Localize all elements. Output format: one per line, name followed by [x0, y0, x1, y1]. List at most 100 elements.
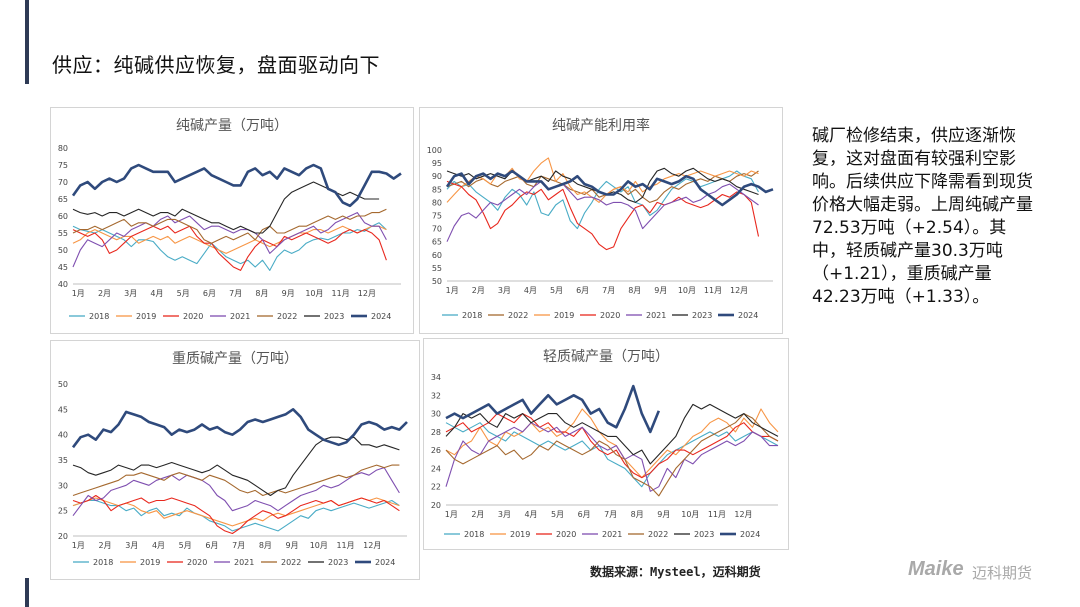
legend-label-2020: 2020 — [183, 312, 203, 321]
legend-label-2022: 2022 — [648, 530, 668, 539]
series-line-2024 — [71, 408, 408, 449]
x-tick-label: 9月 — [282, 289, 295, 298]
legend-label-2021: 2021 — [602, 530, 622, 539]
x-tick-label: 5月 — [179, 541, 192, 550]
y-tick-label: 65 — [58, 195, 68, 204]
x-tick-label: 11月 — [336, 541, 354, 550]
chart-panel-dense-soda-output: 重质碱产量（万吨） 20 25 30 35 40 45 50 1月 2月 3月 4月 5月 6月 7月 8月 9… — [50, 340, 420, 580]
x-tick-label: 9月 — [286, 541, 299, 550]
x-tick-label: 6月 — [576, 286, 589, 295]
legend-label-2019: 2019 — [140, 558, 160, 567]
y-tick-label: 45 — [58, 263, 68, 272]
x-tick-label: 11月 — [708, 510, 726, 519]
x-tick-label: 1月 — [72, 541, 85, 550]
x-tick-label: 12月 — [730, 286, 748, 295]
accent-bar-bottom — [25, 578, 29, 607]
legend-label-2023: 2023 — [328, 558, 348, 567]
series-line-2024 — [71, 163, 402, 208]
y-tick-label: 50 — [58, 246, 68, 255]
series-line-2022 — [72, 208, 387, 244]
legend-label-2018: 2018 — [464, 530, 484, 539]
x-tick-label: 10月 — [678, 286, 696, 295]
y-tick-label: 30 — [58, 481, 68, 490]
logo-cn-text: 迈科期货 — [972, 564, 1033, 582]
legend-label-2023: 2023 — [324, 312, 344, 321]
series-line-2022 — [446, 170, 759, 203]
y-tick-label: 30 — [431, 410, 441, 419]
y-tick-label: 32 — [431, 391, 441, 400]
x-tick-label: 5月 — [551, 510, 564, 519]
x-tick-label: 1月 — [445, 510, 458, 519]
chart-title: 重质碱产量（万吨） — [172, 351, 298, 367]
x-tick-label: 2月 — [472, 286, 485, 295]
y-tick-label: 55 — [58, 229, 68, 238]
data-source-note: 数据来源：Mysteel，迈科期货 — [590, 565, 761, 579]
y-tick-label: 90 — [432, 172, 442, 181]
legend-label-2022: 2022 — [277, 312, 297, 321]
legend-label-2024: 2024 — [738, 311, 758, 320]
legend-label-2023: 2023 — [694, 530, 714, 539]
legend-label-2021: 2021 — [234, 558, 254, 567]
series-line-2020 — [72, 494, 400, 535]
x-tick-label: 11月 — [332, 289, 350, 298]
y-tick-label: 75 — [58, 161, 68, 170]
x-tick-label: 6月 — [578, 510, 591, 519]
series-line-2019 — [72, 225, 387, 254]
chart-panel-soda-ash-output: 纯碱产量（万吨） 40 45 50 55 60 65 70 75 80 1月 2月 3月 4月 5月 6月 7月… — [50, 107, 414, 334]
y-tick-label: 50 — [432, 277, 442, 286]
series-line-2020 — [72, 225, 387, 271]
series-line-2024 — [445, 384, 661, 434]
y-tick-label: 20 — [431, 501, 441, 510]
y-tick-label: 45 — [58, 405, 68, 414]
x-tick-label: 3月 — [498, 286, 511, 295]
legend-label-2019: 2019 — [554, 311, 574, 320]
legend-label-2018: 2018 — [93, 558, 113, 567]
chart-title: 纯碱产量（万吨） — [176, 118, 288, 134]
x-tick-label: 5月 — [177, 289, 190, 298]
x-tick-label: 2月 — [471, 510, 484, 519]
y-tick-label: 28 — [431, 428, 441, 437]
y-tick-label: 60 — [432, 251, 442, 260]
series-line-2019 — [445, 408, 779, 479]
x-tick-label: 8月 — [631, 510, 644, 519]
legend-label-2020: 2020 — [187, 558, 207, 567]
legend-label-2023: 2023 — [692, 311, 712, 320]
x-tick-label: 9月 — [657, 510, 670, 519]
x-tick-label: 9月 — [654, 286, 667, 295]
x-tick-label: 12月 — [363, 541, 381, 550]
y-tick-label: 75 — [432, 212, 442, 221]
x-tick-label: 2月 — [98, 289, 111, 298]
x-tick-label: 7月 — [604, 510, 617, 519]
y-tick-label: 40 — [58, 431, 68, 440]
x-tick-label: 3月 — [498, 510, 511, 519]
series-line-2022 — [72, 464, 400, 497]
x-tick-label: 7月 — [232, 541, 245, 550]
page-title: 供应：纯碱供应恢复，盘面驱动向下 — [52, 53, 380, 77]
y-tick-label: 70 — [58, 178, 68, 187]
legend-label-2019: 2019 — [136, 312, 156, 321]
x-tick-label: 4月 — [152, 541, 165, 550]
legend-label-2018: 2018 — [462, 311, 482, 320]
x-tick-label: 10月 — [310, 541, 328, 550]
y-tick-label: 35 — [58, 456, 68, 465]
x-tick-label: 3月 — [124, 289, 137, 298]
series-line-2018 — [72, 499, 400, 532]
y-tick-label: 40 — [58, 280, 68, 289]
accent-bar-top — [25, 0, 29, 84]
chart-title: 纯碱产能利用率 — [552, 117, 650, 134]
x-tick-label: 1月 — [446, 286, 459, 295]
y-tick-label: 26 — [431, 446, 441, 455]
series-line-2021 — [72, 467, 400, 517]
series-line-2024 — [445, 169, 774, 207]
y-tick-label: 34 — [431, 373, 441, 382]
x-tick-label: 12月 — [358, 289, 376, 298]
y-tick-label: 25 — [58, 507, 68, 516]
legend-label-2024: 2024 — [740, 530, 760, 539]
legend-label-2022: 2022 — [508, 311, 528, 320]
legend-label-2021: 2021 — [230, 312, 250, 321]
y-tick-label: 55 — [432, 264, 442, 273]
x-tick-label: 8月 — [259, 541, 272, 550]
series-line-2020 — [445, 413, 779, 479]
series-line-2022 — [445, 413, 779, 497]
